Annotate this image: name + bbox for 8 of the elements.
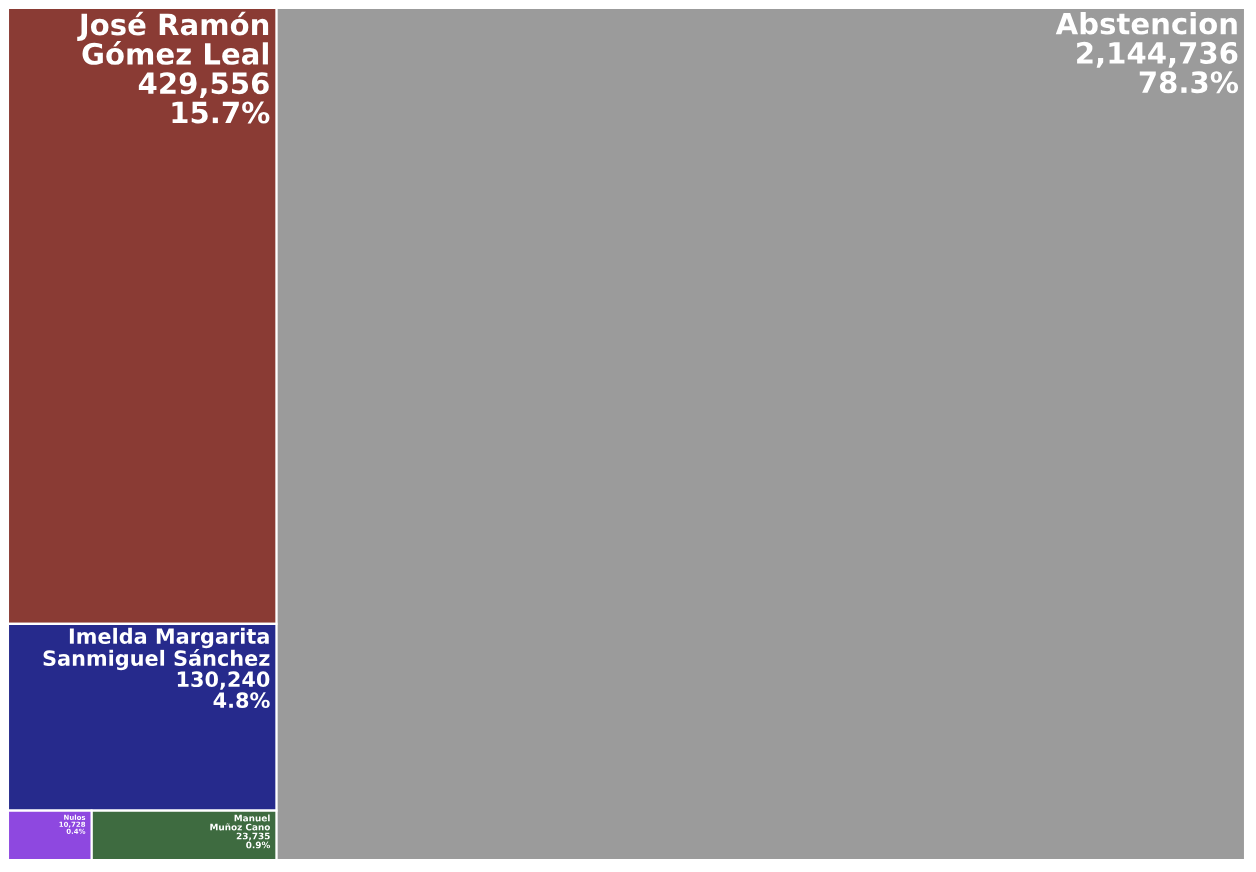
data-label: 130,240 4.8%	[177, 671, 270, 709]
data-label: 2,144,736 78.3%	[1077, 41, 1239, 94]
category-label: Imelda Margarita Sanmiguel Sánchez	[43, 627, 270, 671]
category-label: José Ramón Gómez Leal	[77, 11, 269, 65]
data-label: 429,556 15.7%	[138, 72, 270, 124]
category-label: Abstencion	[1055, 12, 1237, 35]
data-label: 23,735 0.9%	[236, 832, 271, 849]
category-label: Manuel Muñoz Cano	[210, 814, 270, 831]
